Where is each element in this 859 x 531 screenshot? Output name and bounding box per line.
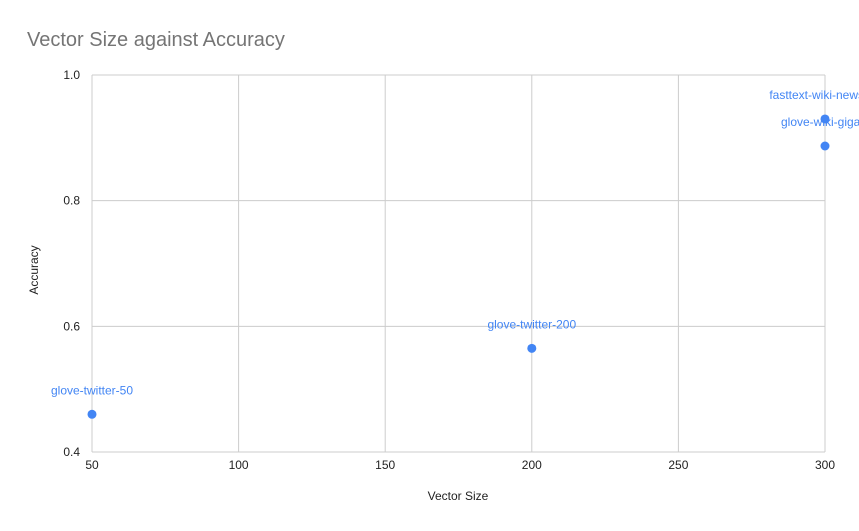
y-tick-label-0.8: 0.8: [63, 194, 80, 208]
chart-title: Vector Size against Accuracy: [27, 29, 285, 51]
x-tick-label-250: 250: [668, 458, 688, 472]
data-point-glove-twitter-200[interactable]: [527, 343, 537, 353]
x-tick-label-50: 50: [85, 458, 99, 472]
data-point-glove-twitter-50[interactable]: [87, 409, 97, 419]
y-tick-label-0.4: 0.4: [63, 445, 80, 459]
data-points[interactable]: [87, 114, 830, 419]
x-tick-label-200: 200: [522, 458, 542, 472]
x-tick-label-300: 300: [815, 458, 835, 472]
point-labels: glove-twitter-50 glove-twitter-200 glove-w…: [51, 88, 859, 397]
grid-layer: [91, 74, 826, 453]
x-tick-label-150: 150: [375, 458, 395, 472]
y-tick-label-0.6: 0.6: [63, 319, 80, 333]
y-tick-label-1: 1.0: [63, 68, 80, 82]
y-axis-label: Accuracy: [27, 245, 41, 294]
x-axis-label: Vector Size: [428, 489, 489, 503]
tick-labels: 50 100 150 200 250 300 0.4 0.6 0.8 1.0: [63, 68, 835, 472]
data-point-fasttext-wiki-news-su[interactable]: [820, 114, 830, 124]
point-label-glove-twitter-200: glove-twitter-200: [487, 317, 576, 331]
data-point-glove-wiki-gigaw[interactable]: [820, 141, 830, 151]
point-label-glove-twitter-50: glove-twitter-50: [51, 383, 133, 397]
point-label-glove-wiki-gigaw: glove-wiki-gigaw: [781, 115, 859, 129]
x-tick-label-100: 100: [229, 458, 249, 472]
point-label-fasttext-wiki-news-su: fasttext-wiki-news-su: [769, 88, 859, 102]
